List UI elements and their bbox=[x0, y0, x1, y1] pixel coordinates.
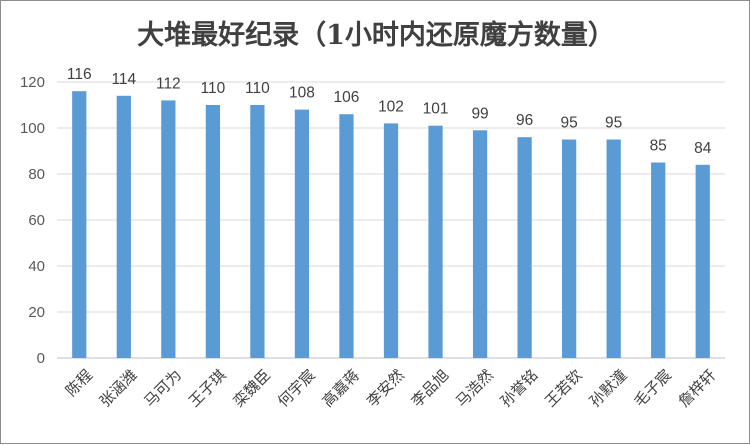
data-label: 84 bbox=[694, 140, 712, 157]
y-tick-label: 20 bbox=[28, 304, 45, 321]
bars bbox=[72, 91, 710, 359]
y-tick-label: 40 bbox=[28, 258, 45, 275]
category-label: 孙默潼 bbox=[586, 366, 631, 411]
data-label: 106 bbox=[334, 89, 360, 106]
data-label: 102 bbox=[378, 98, 404, 115]
bar bbox=[517, 137, 532, 358]
data-label: 85 bbox=[650, 138, 667, 155]
bar bbox=[383, 123, 399, 359]
data-label: 108 bbox=[289, 85, 315, 102]
y-tick-label: 100 bbox=[20, 120, 45, 137]
bar bbox=[472, 130, 488, 358]
category-label: 马可为 bbox=[141, 366, 186, 411]
bar bbox=[205, 105, 220, 358]
x-axis-categories: 陈程 张涵潍 马可为 王子琪 栾魏臣 何宇宸 高嘉蒋 李安然 李品旭 马浩然 孙誉铭 王若钦 孙默潼 毛子… bbox=[62, 366, 719, 411]
data-label: 101 bbox=[423, 101, 449, 118]
bar bbox=[651, 162, 666, 358]
category-label: 张涵潍 bbox=[96, 366, 141, 411]
bar bbox=[161, 100, 176, 359]
chart-title: 大堆最好纪录（1小时内还原魔方数量） bbox=[137, 19, 615, 51]
data-label: 112 bbox=[156, 75, 181, 92]
data-labels: 116 114 112 110 110 108 106 102 101 99 96 95 95 85 84 bbox=[67, 66, 712, 157]
category-label: 马浩然 bbox=[452, 366, 497, 411]
bar bbox=[606, 139, 621, 358]
category-label: 何宇宸 bbox=[274, 366, 319, 411]
y-tick-label: 60 bbox=[28, 212, 45, 229]
category-label: 陈程 bbox=[62, 366, 96, 400]
bar bbox=[250, 105, 265, 358]
category-label: 李安然 bbox=[363, 366, 408, 411]
data-label: 116 bbox=[67, 66, 92, 83]
y-tick-label: 80 bbox=[28, 166, 45, 183]
y-tick-label: 120 bbox=[20, 74, 45, 91]
category-label: 毛子宸 bbox=[630, 366, 675, 411]
bar bbox=[294, 109, 310, 358]
y-tick-label: 0 bbox=[37, 350, 45, 367]
data-label: 95 bbox=[605, 115, 622, 132]
bar bbox=[562, 139, 577, 358]
data-label: 99 bbox=[471, 105, 488, 122]
data-label: 95 bbox=[561, 115, 578, 132]
category-label: 高嘉蒋 bbox=[319, 366, 364, 411]
category-label: 詹梓轩 bbox=[675, 366, 720, 411]
category-label: 孙誉铭 bbox=[497, 366, 542, 411]
category-label: 李品旭 bbox=[408, 366, 453, 411]
category-label: 王若钦 bbox=[541, 366, 586, 411]
data-label: 110 bbox=[245, 80, 270, 97]
data-label: 114 bbox=[111, 71, 136, 88]
data-label: 110 bbox=[201, 80, 226, 97]
bar bbox=[695, 164, 710, 358]
y-axis-ticks: 0 20 40 60 80 100 120 bbox=[20, 74, 45, 367]
bar bbox=[116, 95, 131, 359]
bar bbox=[339, 114, 354, 358]
bar bbox=[72, 91, 87, 358]
category-label: 王子琪 bbox=[185, 366, 230, 411]
data-label: 96 bbox=[516, 112, 533, 129]
bar bbox=[428, 125, 443, 358]
category-label: 栾魏臣 bbox=[230, 366, 275, 411]
